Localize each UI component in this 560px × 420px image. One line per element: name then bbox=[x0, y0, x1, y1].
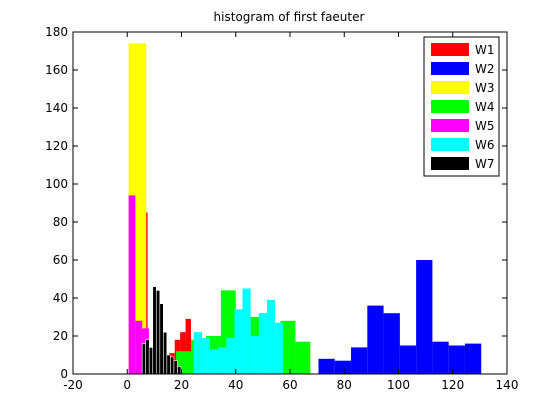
histogram-bar bbox=[448, 345, 465, 374]
legend-label: W5 bbox=[475, 119, 495, 133]
legend-item-w3: W3 bbox=[431, 81, 495, 95]
legend-swatch bbox=[431, 81, 469, 94]
x-tick-label: 100 bbox=[387, 378, 410, 392]
x-tick-label: 140 bbox=[496, 378, 519, 392]
histogram-bar bbox=[135, 320, 143, 374]
histogram-bar bbox=[170, 356, 175, 375]
y-tick-label: 20 bbox=[53, 329, 68, 343]
histogram-bar bbox=[209, 349, 219, 374]
histogram-bar bbox=[148, 347, 154, 375]
histogram-bar bbox=[416, 260, 433, 374]
y-tick-label: 40 bbox=[53, 291, 68, 305]
histogram-bar bbox=[152, 286, 157, 375]
histogram-bar bbox=[242, 288, 251, 374]
histogram-bar bbox=[334, 360, 352, 374]
legend-label: W6 bbox=[475, 138, 495, 152]
legend-label: W2 bbox=[475, 62, 495, 76]
histogram-bar bbox=[201, 337, 210, 374]
x-tick-label: 120 bbox=[441, 378, 464, 392]
legend-item-w5: W5 bbox=[431, 119, 495, 133]
legend-swatch bbox=[431, 157, 469, 170]
histogram-bar bbox=[185, 318, 191, 374]
legend-label: W7 bbox=[475, 157, 495, 171]
histogram-bar bbox=[218, 347, 227, 374]
legend-swatch bbox=[431, 62, 469, 75]
histogram-bar bbox=[318, 358, 335, 374]
y-tick-label: 0 bbox=[60, 367, 68, 381]
histogram-bar bbox=[159, 303, 164, 375]
histogram-bar bbox=[145, 339, 150, 375]
histogram-bar bbox=[166, 354, 171, 375]
x-tick-label: -20 bbox=[63, 378, 83, 392]
histogram-bar bbox=[351, 347, 368, 374]
histogram-bar bbox=[275, 322, 284, 374]
x-tick-label: 0 bbox=[123, 378, 131, 392]
axes-layer: -20 0 20 40 60 80 100 120 1400204060801001201401… bbox=[45, 25, 518, 392]
legend-item-w7: W7 bbox=[431, 157, 495, 171]
histogram-bar bbox=[141, 343, 146, 375]
histogram-bar bbox=[234, 309, 243, 374]
x-tick-label: 80 bbox=[337, 378, 352, 392]
histogram-bar bbox=[128, 195, 136, 374]
y-tick-label: 180 bbox=[45, 25, 68, 39]
chart-title: histogram of first faeuter bbox=[214, 10, 365, 24]
legend-label: W3 bbox=[475, 81, 495, 95]
y-tick-label: 140 bbox=[45, 101, 68, 115]
x-tick-label: 40 bbox=[228, 378, 243, 392]
histogram-bar bbox=[383, 313, 400, 374]
x-tick-label: 20 bbox=[174, 378, 189, 392]
y-tick-label: 120 bbox=[45, 139, 68, 153]
histogram-bar bbox=[258, 313, 267, 374]
legend-item-w6: W6 bbox=[431, 138, 495, 152]
legend-swatch bbox=[431, 119, 469, 132]
histogram-bar bbox=[464, 343, 482, 374]
bars-layer bbox=[128, 43, 482, 375]
histogram-bar bbox=[266, 299, 276, 374]
histogram-bar bbox=[173, 360, 178, 375]
x-tick-label: 60 bbox=[282, 378, 297, 392]
histogram-bar bbox=[155, 290, 161, 375]
legend-swatch bbox=[431, 43, 469, 56]
legend-item-w4: W4 bbox=[431, 100, 495, 114]
histogram-bar bbox=[399, 345, 417, 374]
legend-item-w1: W1 bbox=[431, 43, 495, 57]
legend-swatch bbox=[431, 100, 469, 113]
legend-item-w2: W2 bbox=[431, 62, 495, 76]
histogram-bar bbox=[226, 337, 235, 374]
histogram-bar bbox=[193, 332, 202, 374]
histogram-bar bbox=[250, 336, 259, 374]
histogram-bar bbox=[280, 320, 296, 374]
y-tick-label: 100 bbox=[45, 177, 68, 191]
histogram-bar bbox=[367, 305, 384, 374]
y-tick-label: 60 bbox=[53, 253, 68, 267]
series-w2 bbox=[318, 260, 482, 374]
y-tick-label: 80 bbox=[53, 215, 68, 229]
y-tick-label: 160 bbox=[45, 63, 68, 77]
legend-label: W4 bbox=[475, 100, 495, 114]
legend-swatch bbox=[431, 138, 469, 151]
histogram-bar bbox=[295, 341, 311, 374]
legend-label: W1 bbox=[475, 43, 495, 57]
series-w6 bbox=[193, 288, 284, 374]
histogram-bar bbox=[432, 341, 449, 374]
legend: W1 W2 W3 W4 W5 W6 W7 bbox=[423, 36, 500, 177]
histogram-bar bbox=[177, 366, 182, 375]
histogram-bar bbox=[163, 331, 168, 375]
